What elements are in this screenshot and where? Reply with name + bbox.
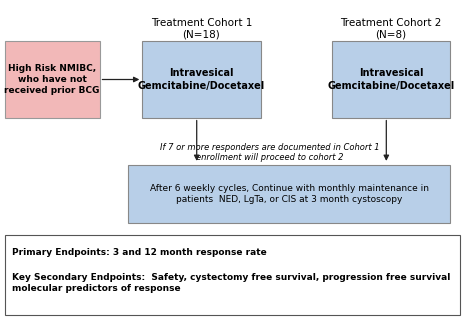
Text: Treatment Cohort 2
(N=8): Treatment Cohort 2 (N=8) [340, 18, 442, 40]
Text: Key Secondary Endpoints:  Safety, cystectomy free survival, progression free sur: Key Secondary Endpoints: Safety, cystect… [12, 273, 450, 293]
Text: High Risk NMIBC,
who have not
received prior BCG: High Risk NMIBC, who have not received p… [4, 64, 100, 95]
FancyBboxPatch shape [332, 41, 450, 118]
Text: Primary Endpoints: 3 and 12 month response rate: Primary Endpoints: 3 and 12 month respon… [12, 248, 266, 257]
FancyBboxPatch shape [5, 235, 460, 315]
Text: Intravesical
Gemcitabine/Docetaxel: Intravesical Gemcitabine/Docetaxel [138, 68, 265, 91]
FancyBboxPatch shape [142, 41, 261, 118]
Text: Treatment Cohort 1
(N=18): Treatment Cohort 1 (N=18) [151, 18, 252, 40]
FancyBboxPatch shape [128, 165, 450, 223]
Text: After 6 weekly cycles, Continue with monthly maintenance in
patients  NED, LgTa,: After 6 weekly cycles, Continue with mon… [150, 184, 428, 204]
Text: Intravesical
Gemcitabine/Docetaxel: Intravesical Gemcitabine/Docetaxel [328, 68, 455, 91]
FancyBboxPatch shape [5, 41, 100, 118]
Text: If 7 or more responders are documented in Cohort 1
enrollment will proceed to co: If 7 or more responders are documented i… [160, 143, 380, 162]
